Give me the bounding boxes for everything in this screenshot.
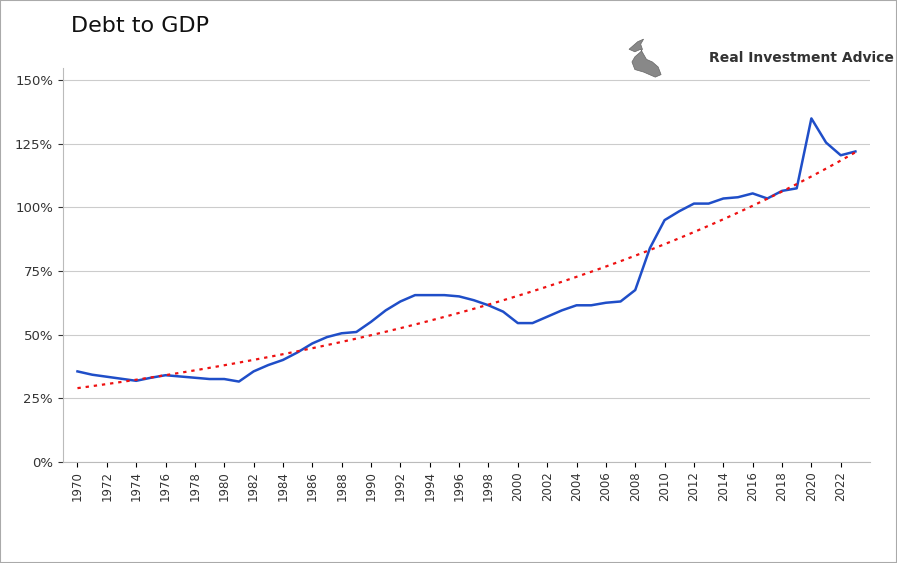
Text: Real Investment Advice: Real Investment Advice xyxy=(709,51,893,65)
PathPatch shape xyxy=(629,39,661,77)
Text: Debt to GDP: Debt to GDP xyxy=(71,16,209,36)
